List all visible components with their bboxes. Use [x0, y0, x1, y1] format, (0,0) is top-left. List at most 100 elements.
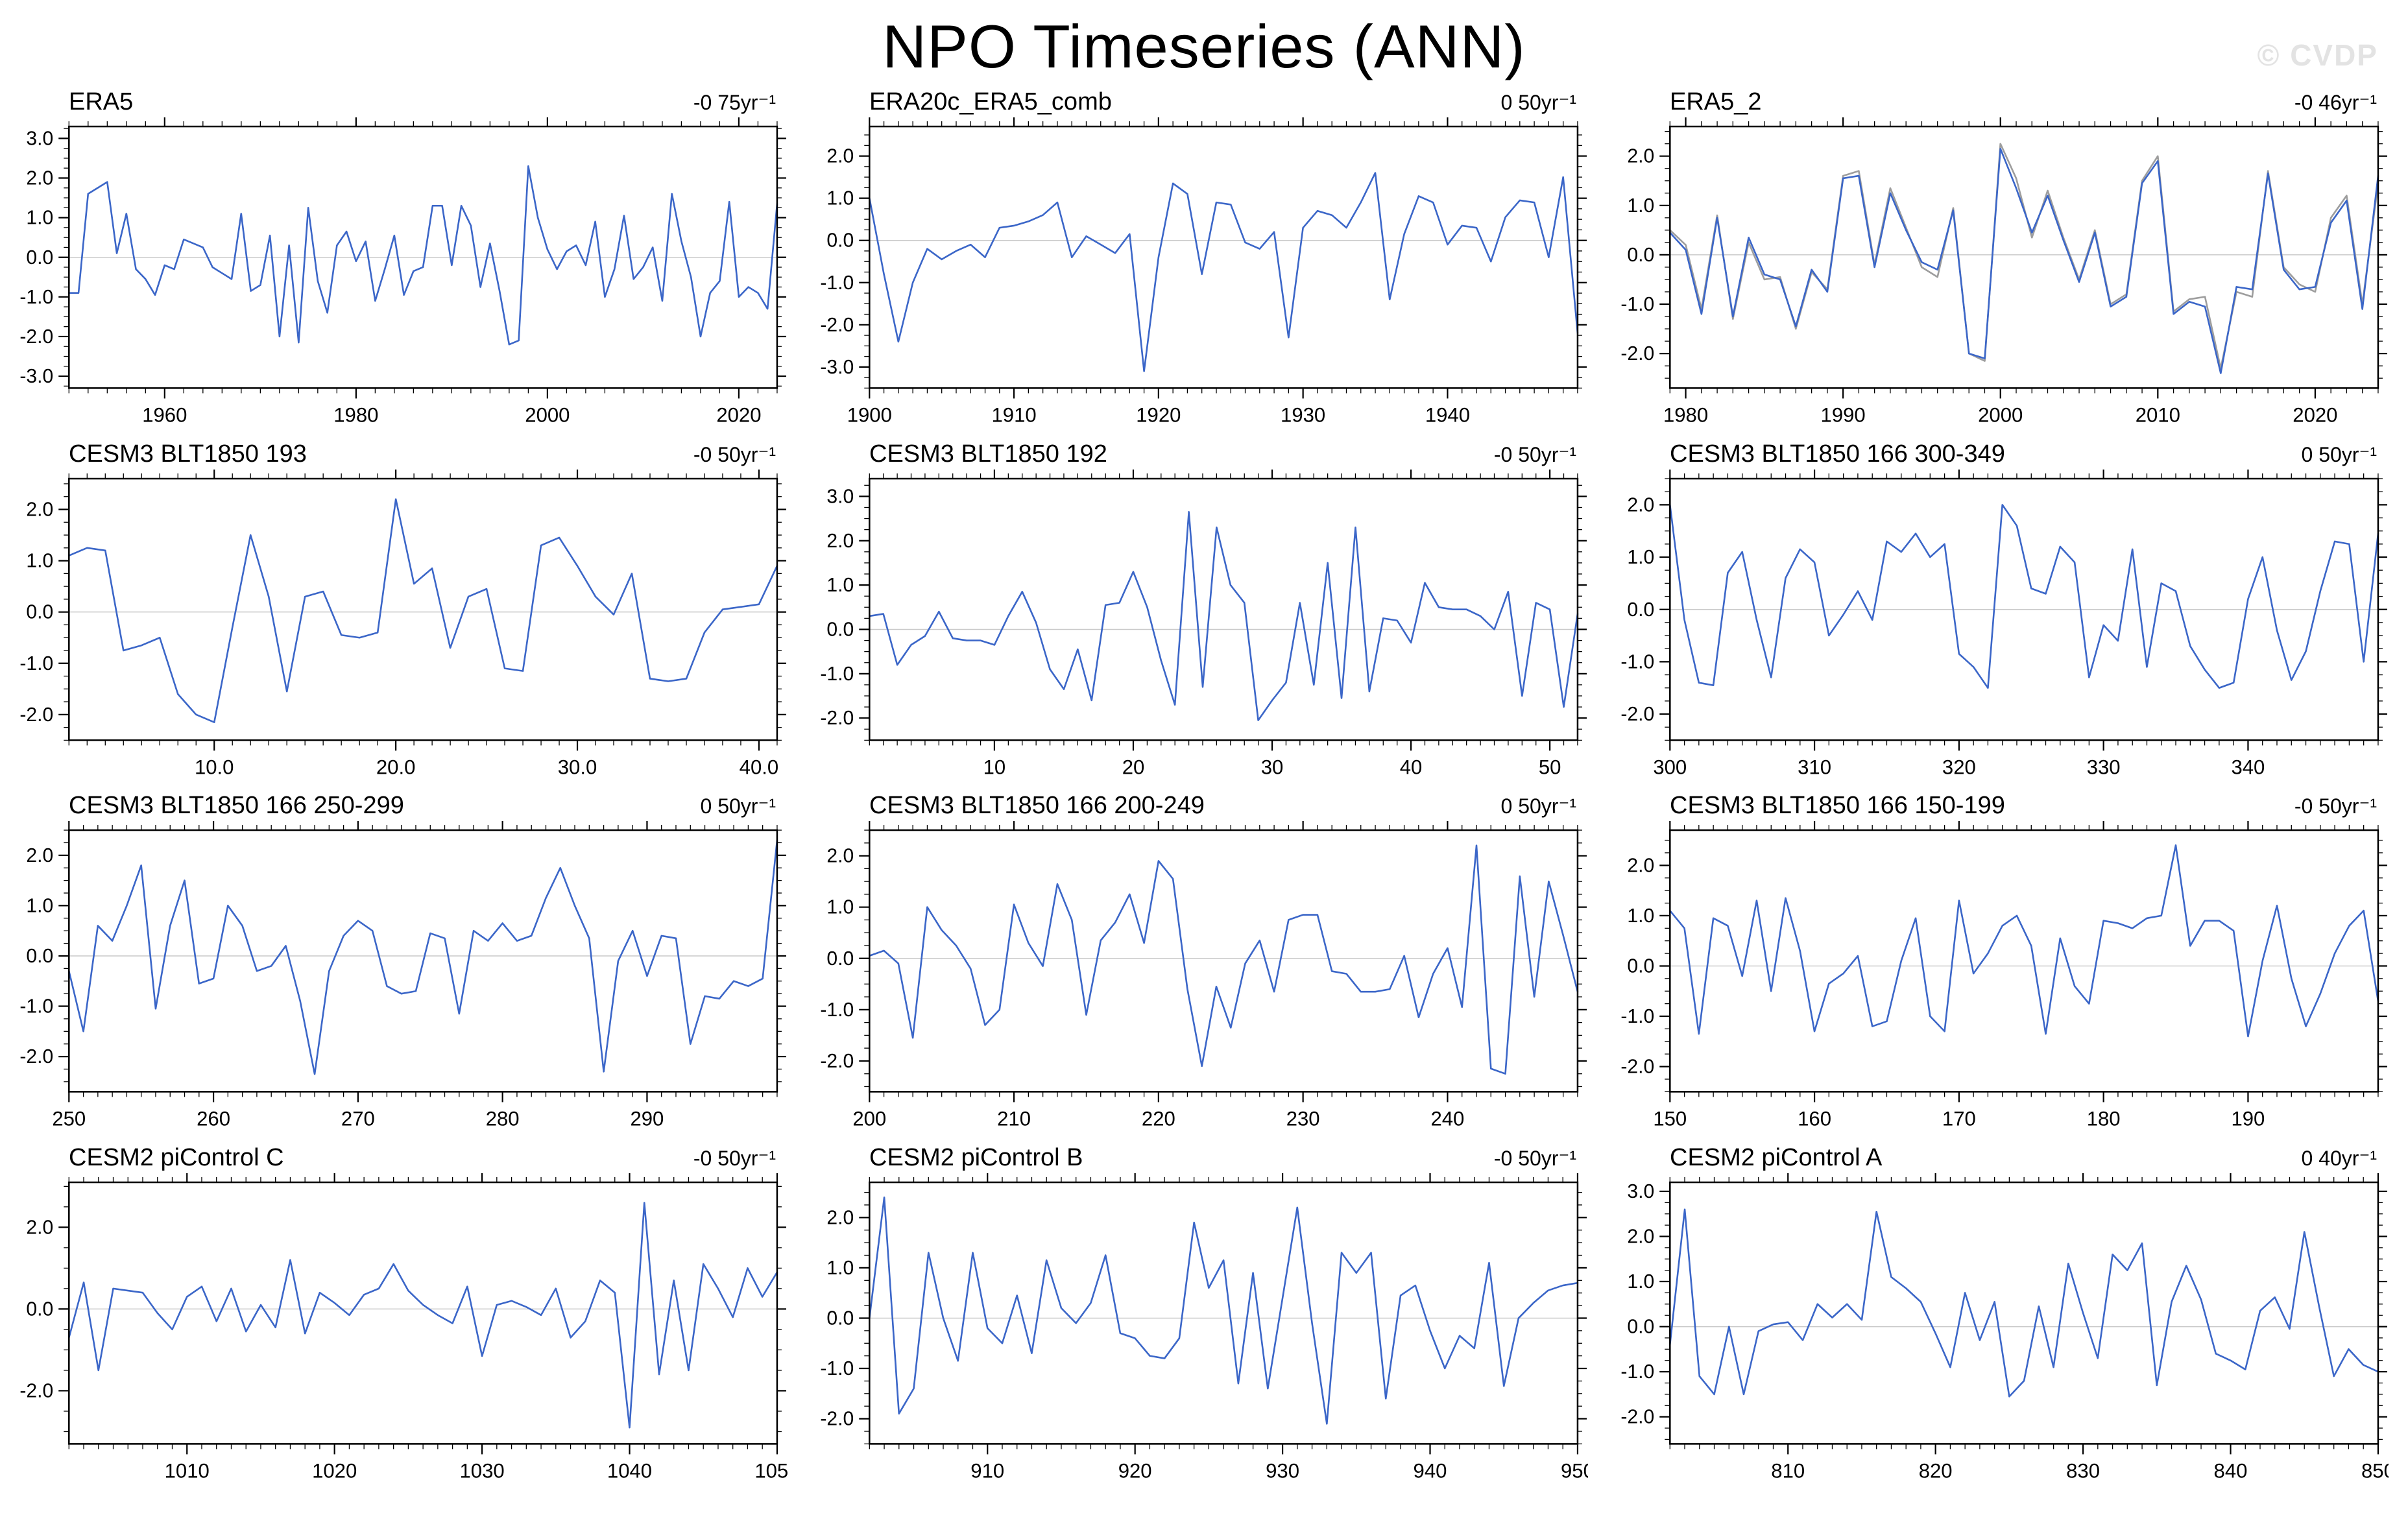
y-tick-labels: 3.0 2.0 1.0 0.0 -1.0 -2.0 — [1620, 1181, 1654, 1428]
svg-text:0.0: 0.0 — [1627, 244, 1654, 266]
svg-text:-2.0: -2.0 — [820, 1408, 854, 1429]
svg-text:30.0: 30.0 — [558, 756, 597, 778]
y-axis-ticks — [1659, 1190, 2387, 1440]
timeseries-plot: 1980 1990 2000 2010 2020 2.0 1.0 0.0 -1.0 -2.0 — [1620, 117, 2387, 427]
svg-text:-2.0: -2.0 — [19, 1046, 53, 1067]
svg-text:840: 840 — [2214, 1459, 2248, 1482]
panel-header: ERA5 -0 75yr⁻¹ — [13, 88, 788, 117]
timeseries-panel: CESM2 piControl C -0 50yr⁻¹ 1010 1020 1030… — [13, 1144, 788, 1484]
svg-text:310: 310 — [1798, 756, 1831, 778]
svg-text:340: 340 — [2231, 756, 2265, 778]
x-tick-labels: 1960 1980 2000 2020 — [142, 404, 761, 427]
plot-frame — [1669, 477, 2379, 741]
x-tick-labels: 810 820 830 840 850 — [1771, 1459, 2389, 1482]
timeseries-plot: 1010 1020 1030 1040 1050 2.0 0.0 -2.0 — [19, 1173, 788, 1482]
series-line — [1668, 844, 2379, 1038]
y-axis-ticks — [859, 1191, 1587, 1444]
svg-text:2000: 2000 — [1978, 404, 2023, 427]
panel-trend-label: -0 75yr⁻¹ — [693, 91, 776, 114]
panel-header: CESM3 BLT1850 166 150-199 -0 50yr⁻¹ — [1614, 792, 2389, 821]
svg-text:1.0: 1.0 — [826, 188, 854, 209]
y-tick-labels: 2.0 1.0 0.0 -1.0 -2.0 — [19, 499, 53, 725]
plot-frame — [68, 477, 778, 741]
panel-title: ERA20c_ERA5_comb — [869, 88, 1112, 115]
svg-text:2.0: 2.0 — [1627, 494, 1654, 516]
plot-frame — [869, 477, 1579, 741]
svg-text:0.0: 0.0 — [26, 601, 53, 623]
panel-header: CESM2 piControl C -0 50yr⁻¹ — [13, 1144, 788, 1173]
panel-header: CESM3 BLT1850 192 -0 50yr⁻¹ — [813, 440, 1588, 470]
y-tick-labels: 2.0 1.0 0.0 -1.0 -2.0 — [1620, 494, 1654, 725]
timeseries-plot: 150 160 170 180 190 2.0 1.0 0.0 -1.0 -2.0 — [1620, 821, 2387, 1130]
y-axis-ticks — [859, 484, 1587, 741]
y-axis-ticks — [58, 483, 786, 741]
panel-header: CESM3 BLT1850 166 200-249 0 50yr⁻¹ — [813, 792, 1588, 821]
svg-text:300: 300 — [1653, 756, 1687, 778]
series-line — [1668, 147, 2379, 374]
svg-text:0.0: 0.0 — [1627, 1316, 1654, 1337]
x-tick-labels: 10.0 20.0 30.0 40.0 — [195, 756, 778, 778]
svg-text:-1.0: -1.0 — [1620, 1361, 1654, 1383]
svg-text:-2.0: -2.0 — [19, 1380, 53, 1401]
panel-title: CESM3 BLT1850 166 300-349 — [1670, 440, 2005, 468]
series-line — [67, 497, 778, 723]
svg-text:2010: 2010 — [2136, 404, 2180, 427]
series-line — [1668, 503, 2379, 689]
series-line — [868, 172, 1579, 372]
svg-text:1910: 1910 — [991, 404, 1036, 427]
x-axis-ticks — [869, 821, 1578, 1103]
svg-text:230: 230 — [1286, 1108, 1320, 1130]
svg-text:2.0: 2.0 — [1627, 855, 1654, 877]
svg-text:320: 320 — [1942, 756, 1976, 778]
svg-text:250: 250 — [52, 1108, 86, 1130]
svg-text:2020: 2020 — [2293, 404, 2337, 427]
series-line — [868, 1196, 1579, 1425]
plot-frame — [869, 829, 1579, 1093]
x-tick-labels: 1900 1910 1920 1930 1940 — [847, 404, 1470, 427]
panel-header: CESM3 BLT1850 166 300-349 0 50yr⁻¹ — [1614, 440, 2389, 470]
svg-text:0.0: 0.0 — [26, 946, 53, 967]
svg-text:1030: 1030 — [459, 1459, 504, 1482]
svg-text:1990: 1990 — [1821, 404, 1866, 427]
svg-text:-1.0: -1.0 — [820, 272, 854, 294]
x-axis-ticks — [869, 469, 1578, 751]
svg-text:940: 940 — [1414, 1459, 1447, 1482]
timeseries-panel: CESM3 BLT1850 166 250-299 0 50yr⁻¹ 250 26… — [13, 792, 788, 1132]
x-axis-ticks — [869, 1173, 1579, 1455]
panel-trend-label: -0 50yr⁻¹ — [693, 442, 776, 466]
timeseries-plot: 1900 1910 1920 1930 1940 2.0 1.0 0.0 -1.0 -2.0 -3.… — [820, 117, 1587, 427]
y-tick-labels: 3.0 2.0 1.0 0.0 -1.0 -2.0 -3.0 — [19, 128, 53, 387]
x-axis-ticks — [68, 117, 778, 399]
timeseries-panel: CESM3 BLT1850 166 150-199 -0 50yr⁻¹ 150 1… — [1614, 792, 2389, 1132]
panel-trend-label: -0 46yr⁻¹ — [2294, 91, 2377, 114]
panel-header: ERA20c_ERA5_comb 0 50yr⁻¹ — [813, 88, 1588, 117]
x-tick-labels: 200 210 220 230 240 — [852, 1108, 1464, 1130]
y-axis-ticks — [58, 829, 786, 1082]
panel-title: CESM2 piControl B — [869, 1143, 1083, 1171]
svg-text:810: 810 — [1771, 1459, 1805, 1482]
y-axis-ticks — [859, 829, 1587, 1088]
plot-frame — [1669, 829, 2379, 1093]
y-axis-ticks — [1659, 477, 2387, 741]
svg-text:1900: 1900 — [847, 404, 892, 427]
svg-text:240: 240 — [1430, 1108, 1464, 1130]
page-header: NPO Timeseries (ANN) © CVDP — [0, 0, 2408, 82]
plot-frame — [68, 1181, 778, 1445]
panel-header: ERA5_2 -0 46yr⁻¹ — [1614, 88, 2389, 117]
panel-trend-label: -0 50yr⁻¹ — [693, 1146, 776, 1170]
svg-text:-3.0: -3.0 — [820, 357, 854, 378]
timeseries-plot: 10.0 20.0 30.0 40.0 2.0 1.0 0.0 -1.0 -2.0 — [19, 469, 786, 778]
panel-trend-label: 0 50yr⁻¹ — [700, 794, 776, 818]
panel-trend-label: -0 50yr⁻¹ — [2294, 794, 2377, 818]
panel-trend-label: 0 40yr⁻¹ — [2301, 1146, 2377, 1170]
svg-text:-2.0: -2.0 — [820, 315, 854, 336]
svg-text:1.0: 1.0 — [26, 208, 53, 229]
svg-text:2.0: 2.0 — [26, 1217, 53, 1238]
svg-text:0.0: 0.0 — [826, 619, 854, 640]
series-line — [67, 839, 778, 1075]
timeseries-panel: CESM3 BLT1850 193 -0 50yr⁻¹ 10.0 20.0 30.0… — [13, 440, 788, 781]
svg-text:0.0: 0.0 — [1627, 956, 1654, 977]
x-tick-labels: 1980 1990 2000 2010 2020 — [1663, 404, 2338, 427]
x-axis-ticks — [68, 1173, 778, 1455]
cvdp-watermark: © CVDP — [2257, 38, 2378, 72]
